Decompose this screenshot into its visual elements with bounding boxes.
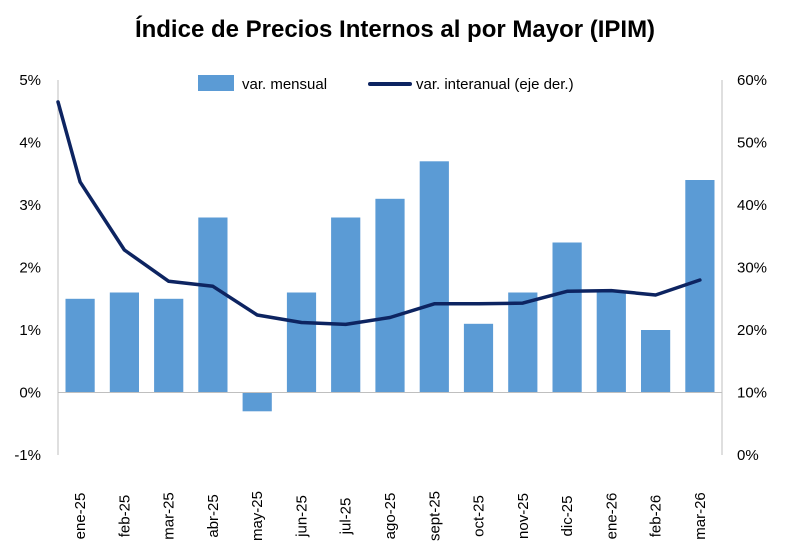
x-tick-label: feb-26 xyxy=(648,495,665,538)
x-tick-label: ene-26 xyxy=(603,493,620,540)
y-left-tick-label: 0% xyxy=(19,385,41,402)
x-tick-label: dic-25 xyxy=(559,496,576,537)
bar-dic-25 xyxy=(552,242,582,393)
y-right-tick-label: 50% xyxy=(737,135,767,152)
y-left-tick-label: -1% xyxy=(14,447,41,464)
line-point-feb-25 xyxy=(123,248,126,252)
bar-may-25 xyxy=(242,392,272,412)
bar-jun-25 xyxy=(286,292,317,393)
legend-label-mensual: var. mensual xyxy=(242,76,327,93)
x-tick-label: jun-25 xyxy=(294,495,311,538)
legend-label-interanual: var. interanual (eje der.) xyxy=(416,76,574,93)
line-point-ago-25 xyxy=(388,316,392,319)
x-tick-label: ene-25 xyxy=(72,493,89,540)
x-tick-label: abr-25 xyxy=(205,494,222,537)
bar-jul-25 xyxy=(331,217,361,393)
bar-nov-25 xyxy=(508,292,538,393)
bar-mar-26 xyxy=(685,180,715,393)
bar-abr-25 xyxy=(198,217,228,393)
bar-feb-26 xyxy=(641,330,671,393)
x-tick-label: may-25 xyxy=(249,491,266,541)
y-right-tick-label: 60% xyxy=(737,72,767,89)
y-left-tick-label: 5% xyxy=(19,72,41,89)
line-point-dic-25 xyxy=(565,290,569,293)
legend-swatch-mensual xyxy=(198,75,234,91)
x-tick-label: feb-25 xyxy=(116,495,133,538)
line-point-sept-25 xyxy=(433,302,436,305)
line-point-ene-25 xyxy=(78,180,82,184)
line-var-interanual xyxy=(56,100,702,327)
line-point-ene-26 xyxy=(610,289,613,292)
y-left-tick-label: 2% xyxy=(19,260,41,277)
x-tick-label: oct-25 xyxy=(471,495,488,537)
bar-sept-25 xyxy=(419,161,449,393)
line-point-nov-25 xyxy=(521,301,524,305)
y-left-tick-label: 3% xyxy=(19,197,41,214)
line-point-jul-25 xyxy=(344,323,347,326)
x-tick-label: ago-25 xyxy=(382,493,399,540)
x-tick-label: jul-25 xyxy=(338,498,355,536)
x-tick-label: mar-26 xyxy=(692,492,709,540)
chart-title: Índice de Precios Internos al por Mayor … xyxy=(134,16,656,43)
y-right-tick-label: 20% xyxy=(737,322,767,339)
x-tick-label: nov-25 xyxy=(515,493,532,539)
bar-oct-25 xyxy=(463,323,494,393)
bar-feb-25 xyxy=(109,292,139,393)
line-point-mar-26 xyxy=(698,278,702,282)
y-right-tick-label: 10% xyxy=(737,385,767,402)
line-point-may-25 xyxy=(256,313,259,317)
bar-ene-26 xyxy=(596,292,626,393)
bar-ago-25 xyxy=(375,198,405,393)
line-point-jun-25 xyxy=(300,321,303,324)
y-left-tick-label: 4% xyxy=(19,135,41,152)
line-point-feb-26 xyxy=(654,293,657,297)
bar-ene-25 xyxy=(65,298,95,393)
line-point-mar-25 xyxy=(167,280,170,283)
line-point-oct-25 xyxy=(477,302,480,305)
x-tick-label: sept-25 xyxy=(426,491,443,541)
y-right-tick-label: 30% xyxy=(737,260,767,277)
bar-mar-25 xyxy=(154,298,184,393)
y-right-tick-label: 0% xyxy=(737,447,759,464)
x-tick-label: mar-25 xyxy=(161,492,178,540)
line-point-abr-25 xyxy=(211,285,215,288)
y-left-tick-label: 1% xyxy=(19,322,41,339)
y-right-tick-label: 40% xyxy=(737,197,767,214)
